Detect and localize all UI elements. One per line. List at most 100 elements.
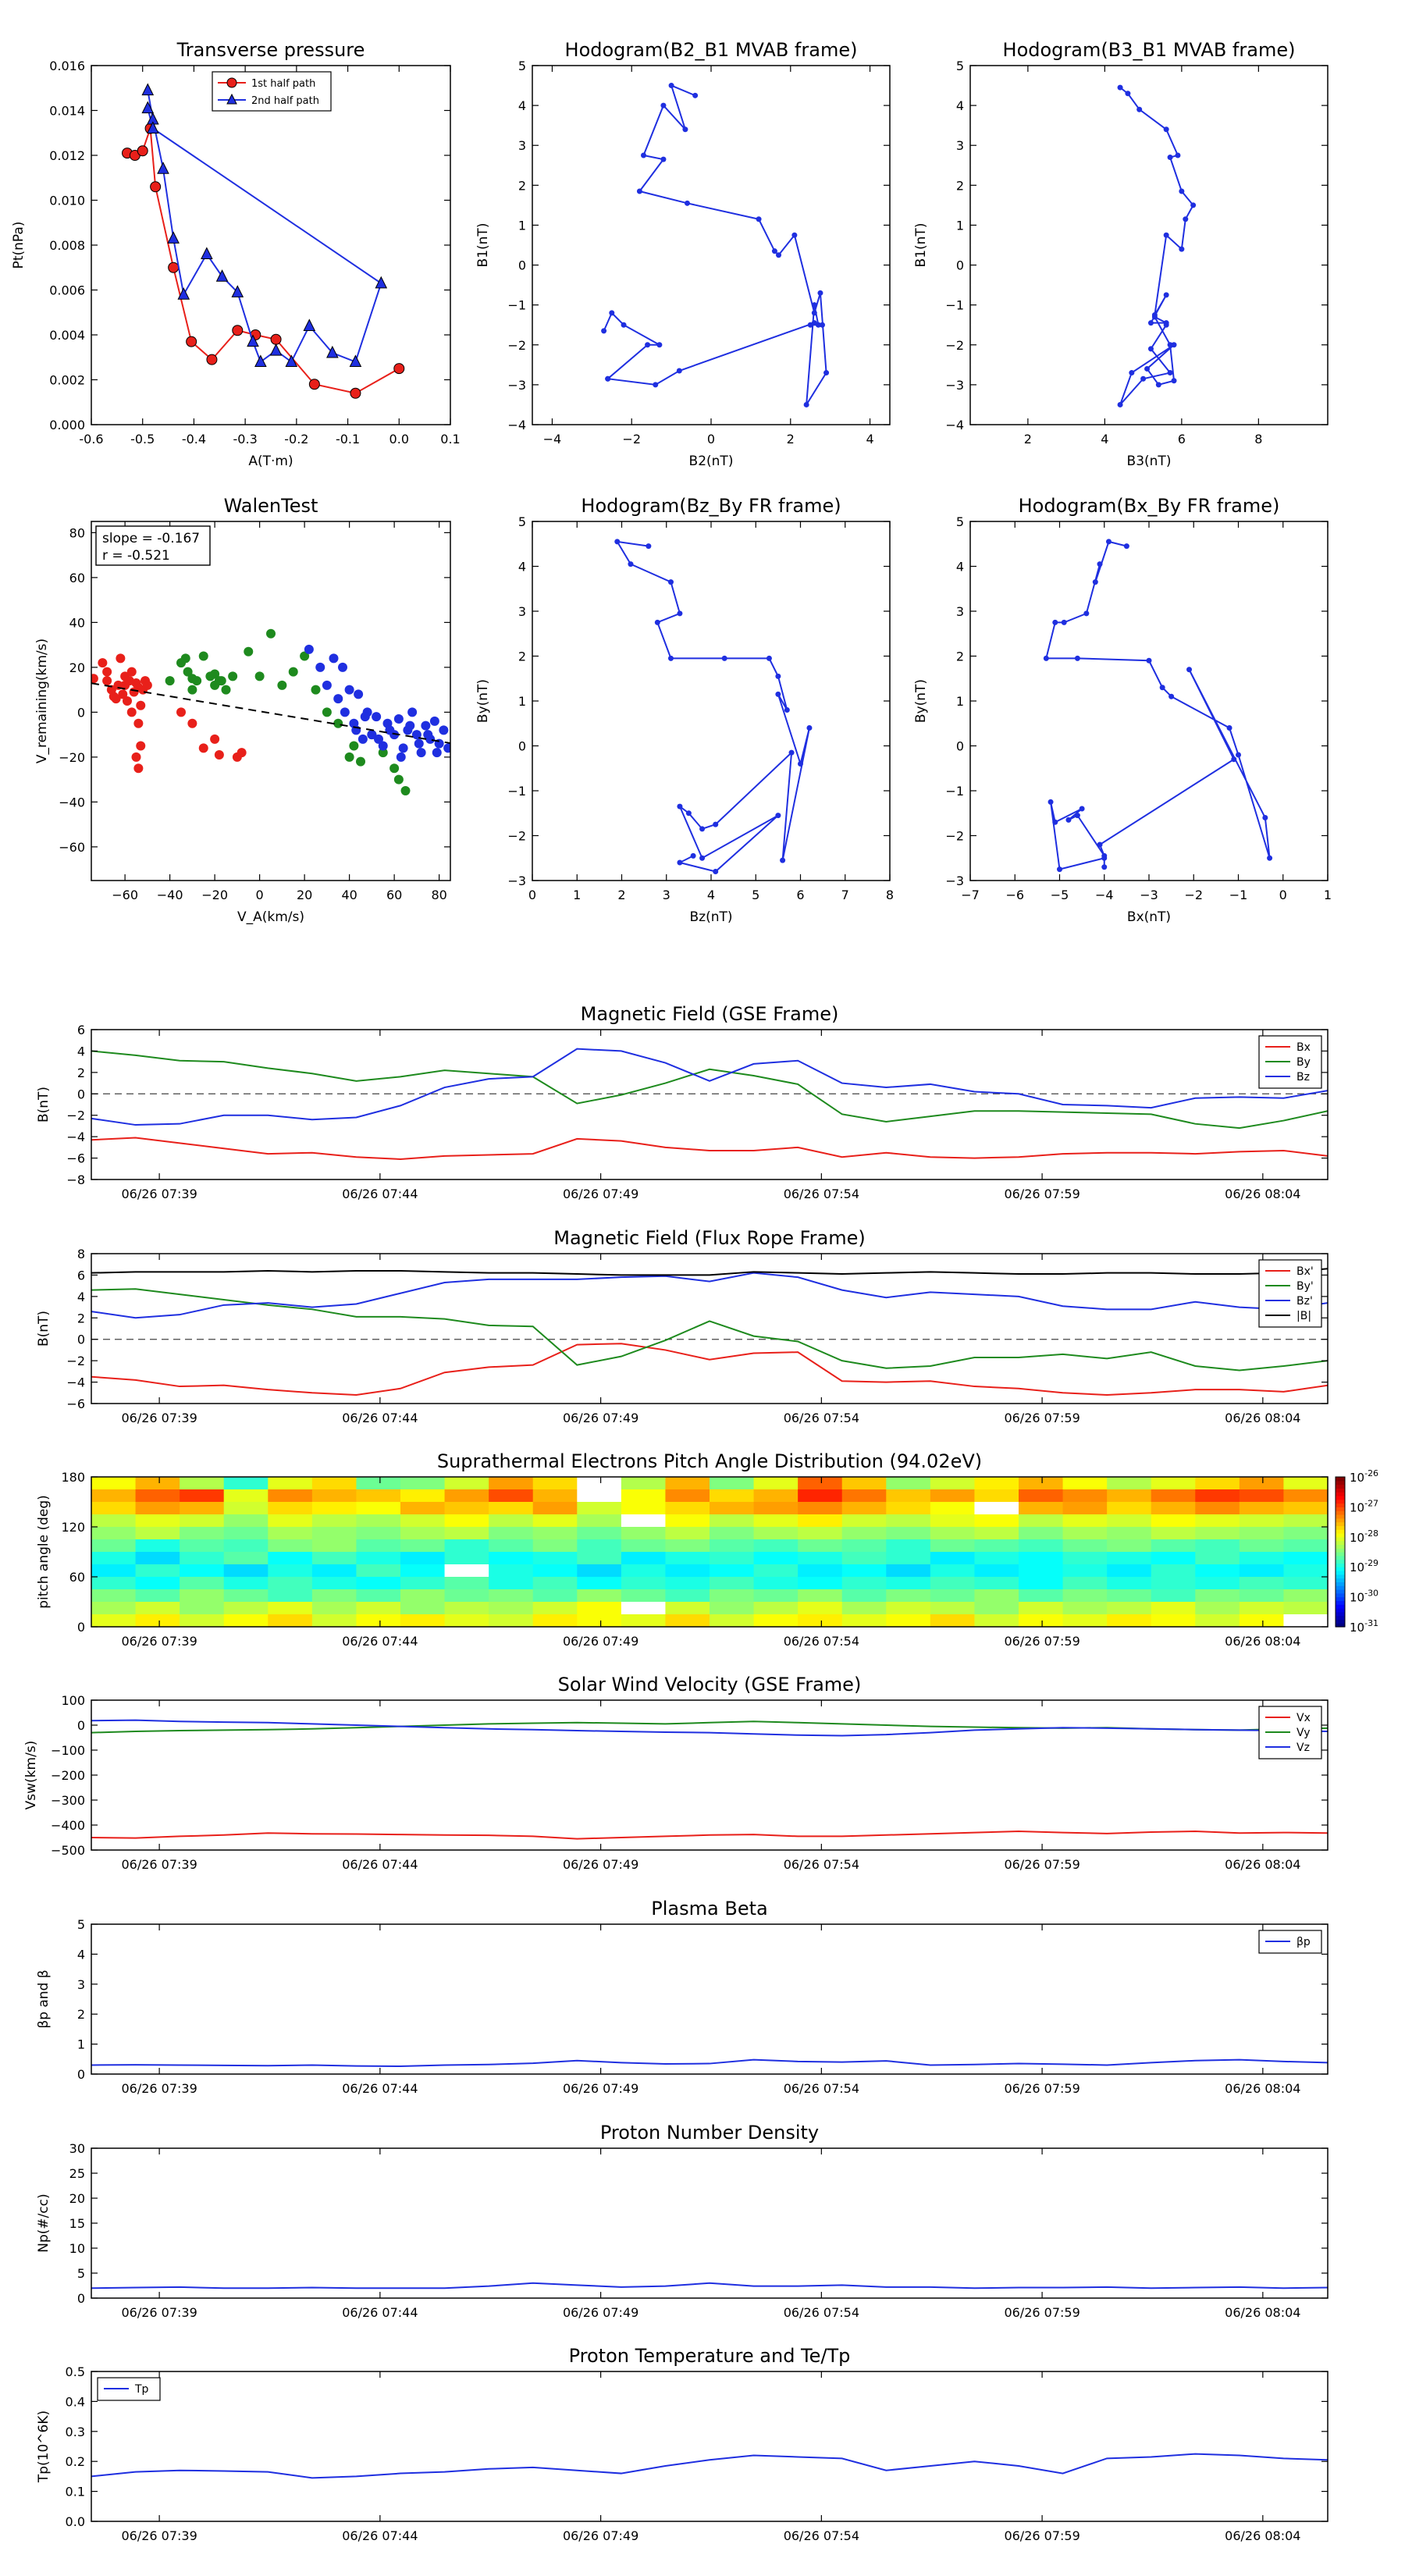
scatter-point [136,700,146,710]
heatmap-cell [356,1539,401,1553]
y-tick-label: 4 [956,98,964,113]
scatter-point [180,653,190,664]
colorbar-segment [1336,1604,1345,1609]
heatmap-cell [1019,1502,1064,1515]
scatter-point [300,651,310,661]
data-point [653,382,659,388]
data-point [141,83,155,96]
heatmap-cell [886,1602,931,1615]
heatmap-cell [1151,1514,1196,1528]
chart-title: Magnetic Field (Flux Rope Frame) [553,1227,865,1249]
chart-title: Magnetic Field (GSE Frame) [581,1003,839,1025]
scatter-point [429,716,439,726]
data-point [1179,246,1185,252]
heatmap-cell [1062,1514,1108,1528]
scatter-point [360,712,370,722]
x-tick-label: 06/26 07:54 [784,1411,859,1425]
heatmap-cell [1019,1577,1064,1590]
data-point [654,619,660,625]
heatmap-cell [489,1527,534,1540]
heatmap-cell [1019,1489,1064,1503]
colorbar-segment [1336,1540,1345,1545]
x-tick-label: 6 [1178,432,1186,447]
data-point [806,725,813,731]
data-point [788,749,795,756]
y-tick-label: −3 [507,378,526,393]
x-tick-label: −7 [961,888,980,902]
y-axis-label: Tp(10^6K) [36,2411,52,2483]
heatmap-cell [1019,1564,1064,1578]
heatmap-cell [489,1477,534,1490]
scatter-point [333,694,343,704]
plot-frame [969,65,1329,425]
heatmap-cell [180,1614,225,1628]
heatmap-cell [311,1489,357,1503]
heatmap-cell [841,1614,887,1628]
heatmap-cell [1107,1502,1152,1515]
heatmap-cell [930,1527,976,1540]
y-tick-label: 0 [77,1620,85,1635]
heatmap-cell [930,1614,976,1628]
data-point [621,322,627,328]
heatmap-cell [223,1514,269,1528]
scatter-point [102,676,112,686]
y-tick-label: 0.4 [66,2394,85,2409]
data-point [1101,864,1108,870]
heatmap-cell [577,1564,622,1578]
heatmap-cell [974,1577,1019,1590]
y-tick-label: 30 [69,2141,85,2156]
y-tick-label: 0 [518,739,526,754]
heatmap-cell [798,1489,843,1503]
heatmap-cell [1239,1477,1285,1490]
x-tick-label: 0 [528,888,536,902]
heatmap-cell [886,1552,931,1565]
heatmap-cell [135,1477,180,1490]
heatmap-cell [356,1614,401,1628]
y-tick-label: 15 [69,2216,85,2231]
colorbar-segment [1336,1496,1345,1500]
y-tick-label: −2 [66,1354,85,1368]
heatmap-cell [223,1589,269,1603]
data-point [645,342,651,348]
scatter-point [165,676,175,686]
heatmap-cell [1239,1577,1285,1590]
heatmap-cell [311,1614,357,1628]
series-line-2 [91,1719,1328,1737]
heatmap-cell [798,1589,843,1603]
y-tick-label: −4 [945,418,964,432]
heatmap-cell [841,1589,887,1603]
heatmap-cell [1195,1539,1240,1553]
heatmap-cell [268,1477,313,1490]
heatmap-cell [1195,1602,1240,1615]
x-tick-label: 2 [787,432,795,447]
heatmap-cell [1062,1477,1108,1490]
x-tick-label: 06/26 07:49 [563,1187,638,1201]
x-tick-label: 0 [1279,888,1287,902]
scatter-point [254,671,265,681]
heatmap-cell [974,1539,1019,1553]
y-tick-label: −500 [51,1843,85,1858]
y-tick-label: 0.2 [66,2454,85,2469]
x-tick-label: 06/26 07:54 [784,2081,859,2096]
heatmap-cell [223,1602,269,1615]
r-text: r = -0.521 [102,548,170,564]
y-tick-label: 0 [77,1332,85,1347]
y-tick-label: −2 [66,1108,85,1123]
scatter-point [416,748,426,758]
heatmap-cell [444,1514,489,1528]
chart-title: Hodogram(B2_B1 MVAB frame) [565,39,858,61]
series-line-0 [91,2058,1328,2068]
scatter-point [344,752,354,762]
plot-area [91,2058,1328,2068]
y-tick-label: 2 [518,178,526,193]
x-tick-label: 06/26 07:44 [342,1857,418,1872]
heatmap-cell [223,1502,269,1515]
y-tick-label: 1 [956,694,964,709]
chart-title: Suprathermal Electrons Pitch Angle Distr… [437,1450,982,1472]
scatter-point [344,685,354,695]
series-line-0 [91,2453,1328,2479]
heatmap-cell [621,1614,667,1628]
plot-frame [91,1476,1329,1628]
y-axis-label: Np(#/cc) [36,2194,52,2252]
y-tick-label: −400 [51,1818,85,1833]
